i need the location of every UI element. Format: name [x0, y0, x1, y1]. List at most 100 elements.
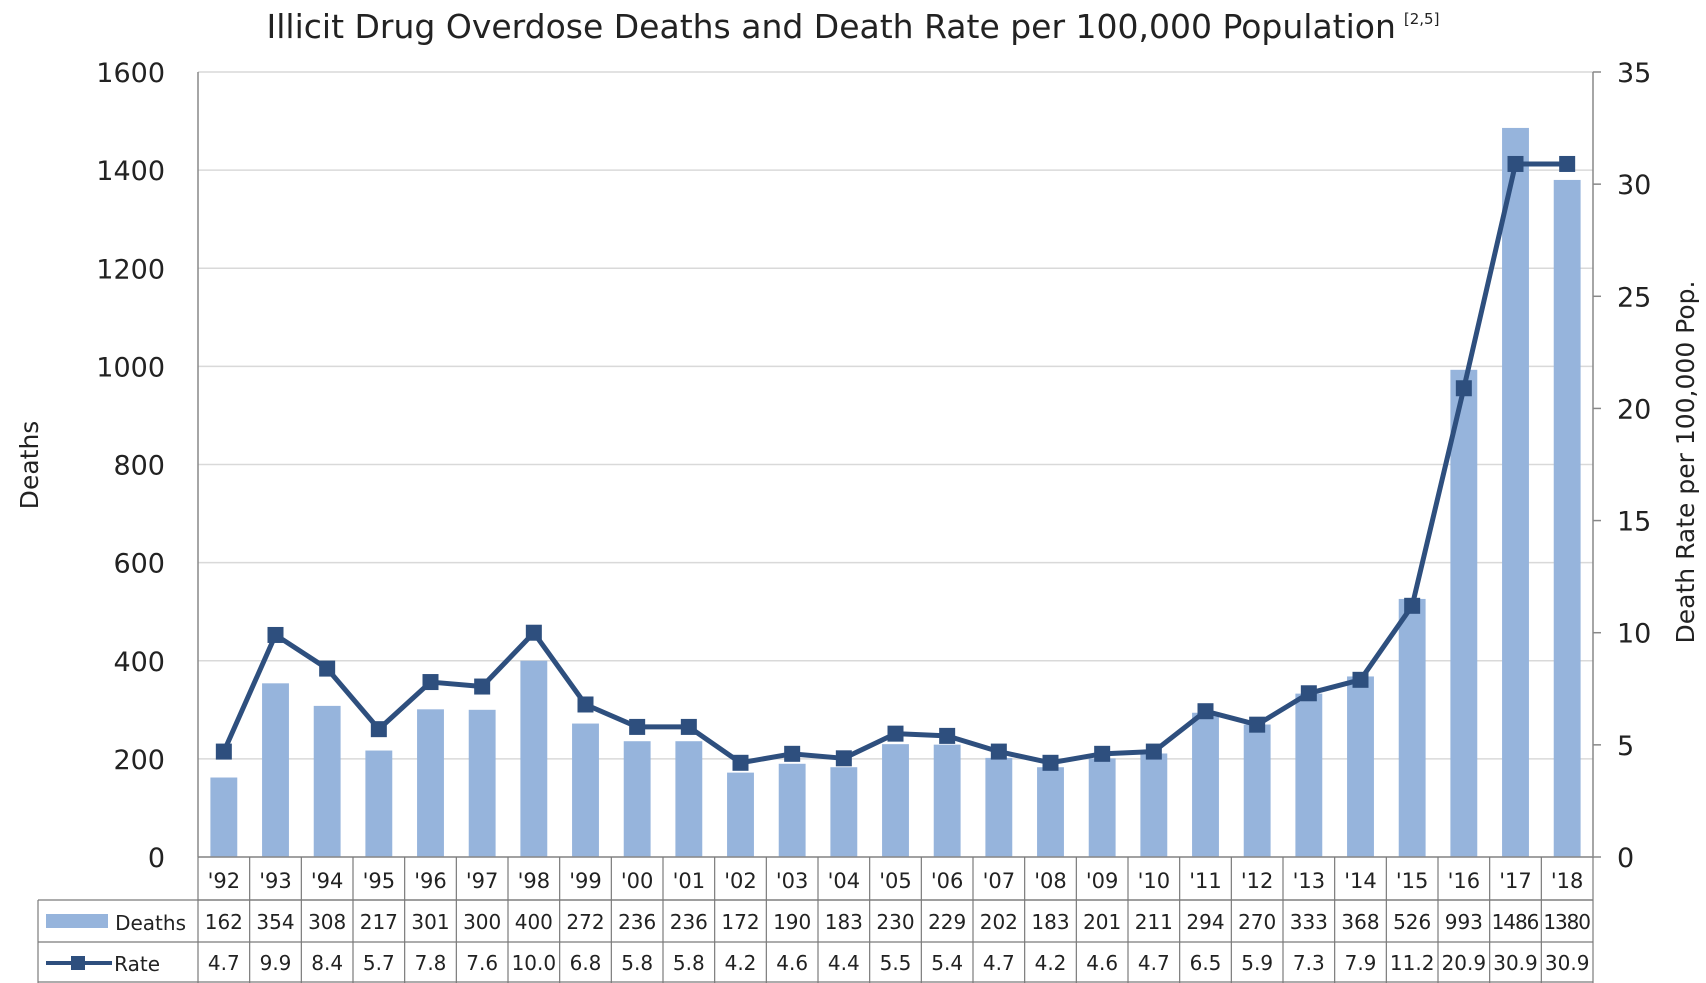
point-rate [1249, 716, 1266, 733]
x-tick-label: '97 [466, 869, 499, 893]
data-label-deaths: 172 [721, 910, 759, 934]
y-left-tick-label: 400 [113, 647, 165, 678]
bar-series-deaths [210, 127, 1581, 857]
bar-deaths [417, 709, 444, 857]
x-tick-label: '08 [1034, 869, 1067, 893]
point-rate [319, 660, 336, 677]
data-label-deaths: 993 [1445, 910, 1483, 934]
data-label-deaths: 300 [463, 910, 501, 934]
bar-deaths [468, 709, 496, 857]
data-label-deaths: 217 [360, 910, 398, 934]
x-tick-label: '02 [724, 869, 757, 893]
data-label-rate: 8.4 [311, 951, 343, 975]
bar-deaths [933, 744, 961, 857]
y-left-tick-label: 0 [148, 843, 165, 874]
title-superscript: [2,5] [1404, 10, 1440, 28]
x-tick-label: '15 [1396, 869, 1429, 893]
point-rate [267, 626, 284, 643]
x-tick-label: '16 [1448, 869, 1481, 893]
data-label-deaths: 354 [256, 910, 294, 934]
point-rate [1094, 745, 1111, 762]
point-rate [1145, 743, 1162, 760]
y-right-tick-label: 0 [1617, 843, 1634, 874]
data-label-deaths: 1486 [1492, 910, 1540, 934]
data-label-rate: 4.6 [1086, 951, 1118, 975]
data-label-rate: 4.2 [1035, 951, 1067, 975]
x-tick-label: '17 [1499, 869, 1532, 893]
bar-deaths [1502, 127, 1529, 857]
data-label-rate: 11.2 [1390, 951, 1435, 975]
data-label-deaths: 400 [515, 910, 553, 934]
bar-deaths [1140, 753, 1168, 857]
data-label-rate: 7.9 [1345, 951, 1377, 975]
y-left-tick-label: 1600 [96, 58, 165, 89]
point-rate [990, 743, 1007, 760]
x-tick-label: '04 [828, 869, 861, 893]
legend-label-rate: Rate [114, 952, 160, 976]
point-rate [215, 743, 232, 760]
data-label-deaths: 368 [1341, 910, 1379, 934]
axes: 0 200 400 600 800 1000 1200 1400 1600 0 5 10 15 20 25 3… [96, 58, 1651, 874]
bar-deaths [572, 723, 599, 857]
x-tick-label: '10 [1138, 869, 1171, 893]
data-label-deaths: 270 [1238, 910, 1276, 934]
x-tick-label: '00 [621, 869, 654, 893]
data-label-deaths: 236 [670, 910, 708, 934]
data-label-rate: 30.9 [1493, 951, 1538, 975]
data-label-deaths: 183 [1031, 910, 1069, 934]
bar-deaths [1088, 758, 1116, 857]
point-rate [835, 750, 852, 767]
bar-deaths [985, 757, 1013, 857]
data-label-deaths: 1380 [1543, 910, 1591, 934]
data-label-rate: 5.4 [931, 951, 963, 975]
y-axis-right-label: Death Rate per 100,000 Pop. [1671, 281, 1700, 644]
x-tick-label: '03 [776, 869, 809, 893]
data-label-deaths: 230 [876, 910, 914, 934]
data-label-deaths: 333 [1290, 910, 1328, 934]
data-label-deaths: 201 [1083, 910, 1121, 934]
x-tick-label: '11 [1189, 869, 1222, 893]
point-rate [939, 727, 956, 744]
bar-deaths [1295, 693, 1323, 857]
data-label-deaths: 294 [1186, 910, 1224, 934]
line-series-rate [215, 155, 1576, 771]
bar-deaths [1192, 712, 1219, 857]
data-label-rate: 20.9 [1442, 951, 1487, 975]
x-tick-label: '98 [518, 869, 551, 893]
y-right-tick-label: 35 [1617, 58, 1651, 89]
data-label-rate: 5.5 [880, 951, 912, 975]
data-label-rate: 5.8 [621, 951, 653, 975]
bar-deaths [882, 744, 909, 857]
y-left-tick-label: 800 [113, 451, 165, 482]
data-label-rate: 7.3 [1293, 951, 1325, 975]
bar-deaths [727, 772, 754, 857]
legend-label-deaths: Deaths [115, 911, 186, 935]
x-tick-label: '05 [879, 869, 912, 893]
data-table: '92 '93 '94 '95 '96 '97 '98 '99 '00 '01 '02 '03 '04 '… [37, 857, 1594, 983]
bar-deaths [623, 741, 651, 857]
y-left-tick-label: 600 [113, 549, 165, 580]
y-right-tick-label: 30 [1617, 170, 1651, 201]
bar-deaths [778, 763, 806, 857]
bar-deaths [1398, 598, 1426, 857]
data-label-deaths: 183 [825, 910, 863, 934]
data-label-deaths: 190 [773, 910, 811, 934]
bar-deaths [313, 705, 341, 857]
x-tick-label: '92 [208, 869, 241, 893]
data-label-deaths: 211 [1135, 910, 1173, 934]
data-label-rate: 30.9 [1545, 951, 1590, 975]
y-left-tick-label: 200 [113, 745, 165, 776]
bar-deaths [1347, 676, 1374, 857]
y-axis-left-label: Deaths [15, 421, 44, 510]
x-tick-label: '01 [673, 869, 706, 893]
bar-deaths [365, 750, 393, 857]
bar-deaths [262, 683, 289, 857]
x-tick-label: '13 [1293, 869, 1326, 893]
bar-deaths [1037, 767, 1064, 857]
x-tick-label: '12 [1241, 869, 1274, 893]
point-rate [525, 624, 542, 641]
bar-deaths [1450, 369, 1478, 857]
chart-title: Illicit Drug Overdose Deaths and Death R… [267, 7, 1440, 46]
data-label-rate: 9.9 [260, 951, 292, 975]
